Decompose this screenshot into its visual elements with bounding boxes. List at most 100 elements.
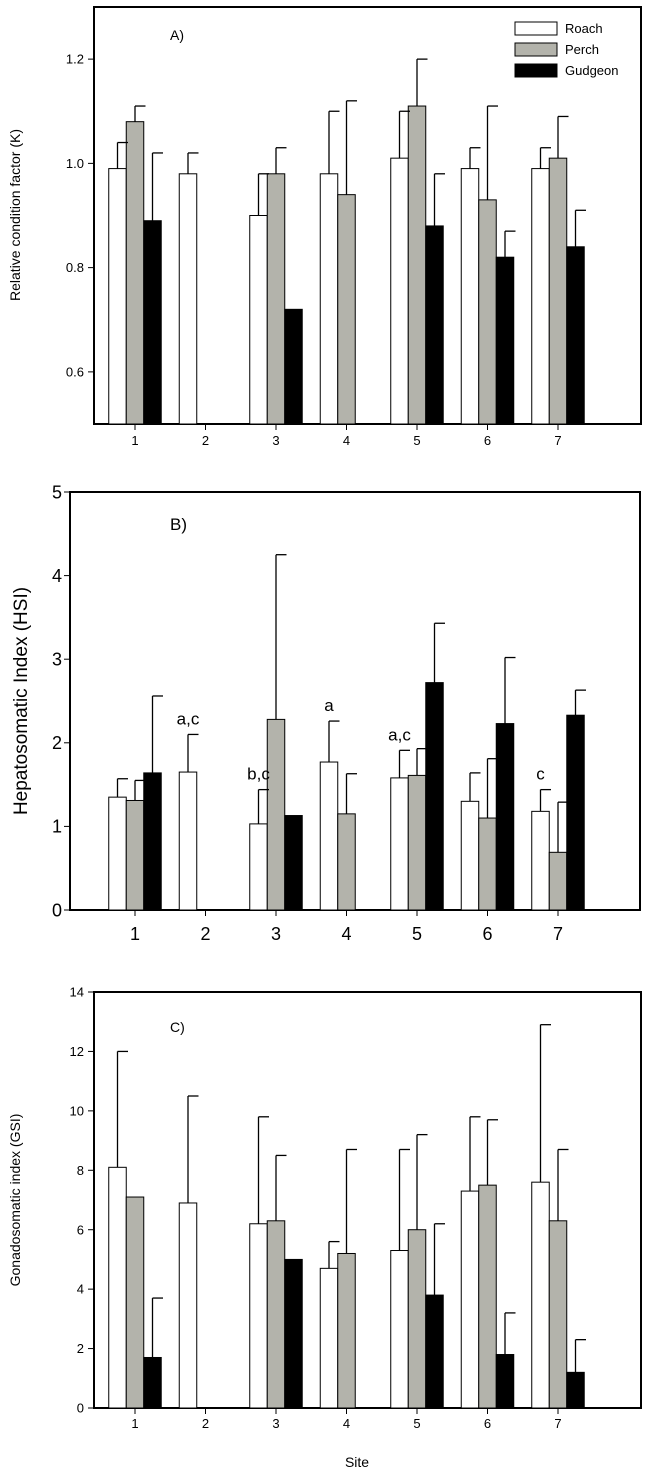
x-axis-ticks: 1 2 3 4 5 6 7 [131,424,562,448]
bar-perch-site-7 [548,1220,568,1409]
legend-swatch-perch [514,42,558,57]
x-tick-label: 7 [553,924,563,944]
bar-perch-site-6 [478,1184,497,1409]
bar-gudgeon-site-6 [495,1354,515,1409]
y-tick-label: 1.0 [66,156,84,171]
bar-perch-site-3 [266,718,286,911]
x-tick-label: 2 [200,924,210,944]
bar-roach-site-6 [460,168,480,425]
bar-perch-site-1 [125,1196,145,1409]
y-tick-label: 1.2 [66,52,84,67]
y-tick-label: 6 [77,1222,84,1237]
bars-group [108,1166,585,1409]
bar-gudgeon-site-3 [284,1258,303,1409]
plot-frame [93,6,642,425]
bar-roach-site-3 [249,1223,268,1409]
y-tick-label: 5 [52,482,62,502]
x-tick-label: 4 [341,924,351,944]
bar-roach-site-5 [390,157,409,425]
y-tick-label: 0.6 [66,364,84,379]
bar-roach-site-3 [249,823,268,911]
x-tick-label: 5 [413,433,420,448]
significance-annotation: c [536,765,545,784]
x-tick-label: 3 [272,1416,279,1431]
x-tick-label: 1 [131,433,138,448]
x-tick-label: 7 [554,1416,561,1431]
y-axis-ticks: 0.6 0.8 1.0 1.2 [66,52,94,379]
significance-annotation: b,c [247,765,270,784]
y-axis-label: Relative condition factor (K) [7,129,23,301]
bar-gudgeon-site-3 [284,308,303,425]
bar-perch-site-4 [337,813,356,911]
x-tick-label: 4 [343,433,350,448]
x-tick-label: 6 [484,433,491,448]
panel-title: C) [170,1019,185,1035]
x-tick-label: 6 [482,924,492,944]
bar-roach-site-7 [531,1181,550,1409]
y-tick-label: 14 [70,985,84,1000]
y-axis-ticks: 0 1 2 3 4 5 [52,482,70,920]
significance-annotation: a,c [388,725,411,744]
bar-perch-site-1 [125,121,145,425]
bar-roach-site-5 [390,777,409,911]
x-tick-label: 5 [412,924,422,944]
bar-roach-site-1 [108,796,127,911]
bar-roach-site-6 [460,800,480,911]
x-tick-label: 5 [413,1416,420,1431]
legend-label-gudgeon: Gudgeon [565,63,619,78]
legend-swatch-gudgeon [514,63,558,78]
panel-title: A) [170,27,184,43]
significance-annotation: a,c [177,709,200,728]
bar-gudgeon-site-3 [284,815,303,911]
bar-gudgeon-site-7 [566,714,585,911]
error-bars-group [116,58,586,258]
bar-perch-site-6 [478,817,497,911]
bar-gudgeon-site-7 [566,1371,585,1409]
x-tick-label: 2 [202,433,209,448]
error-bars-group [116,1024,586,1373]
legend-label-perch: Perch [565,42,599,57]
bar-roach-site-2 [178,173,198,425]
y-axis-label: Hepatosomatic Index (HSI) [11,587,32,815]
bar-gudgeon-site-1 [143,772,162,911]
bar-gudgeon-site-1 [143,1356,162,1409]
bar-perch-site-3 [266,173,286,425]
y-tick-label: 0.8 [66,260,84,275]
bar-perch-site-3 [266,1220,286,1409]
bar-perch-site-6 [478,199,497,425]
panel-title: B) [170,515,187,534]
x-tick-label: 3 [272,433,279,448]
y-tick-label: 3 [52,650,62,670]
y-tick-label: 2 [77,1341,84,1356]
bar-perch-site-4 [337,1252,356,1409]
bar-gudgeon-site-5 [425,682,444,911]
annotations-group: a,c b,c a a,c c [177,696,546,784]
y-tick-label: 8 [77,1163,84,1178]
bar-perch-site-5 [407,774,427,911]
error-bars-group [116,554,586,853]
x-tick-label: 7 [554,433,561,448]
y-tick-label: 0 [52,900,62,920]
panel-b-hepatosomatic-index: 0 1 2 3 4 5 1 2 3 4 5 6 7 a,c b,c a a,c c B) Hepatosoma… [11,482,641,944]
x-tick-label: 4 [343,1416,350,1431]
bar-roach-site-5 [390,1250,409,1409]
bar-roach-site-4 [319,173,339,425]
x-axis-label: Site [345,1454,369,1470]
y-tick-label: 10 [70,1103,84,1118]
bar-roach-site-7 [531,168,550,425]
x-tick-label: 1 [131,1416,138,1431]
bar-gudgeon-site-5 [425,1294,444,1409]
bar-roach-site-2 [178,1202,198,1409]
bar-gudgeon-site-7 [566,246,585,425]
x-tick-label: 1 [130,924,140,944]
bar-roach-site-2 [178,771,198,911]
x-tick-label: 3 [271,924,281,944]
y-tick-label: 12 [70,1044,84,1059]
bars-group [108,105,585,425]
bar-gudgeon-site-5 [425,225,444,425]
bar-perch-site-5 [407,105,427,425]
bar-roach-site-3 [249,215,268,425]
bar-perch-site-5 [407,1229,427,1409]
